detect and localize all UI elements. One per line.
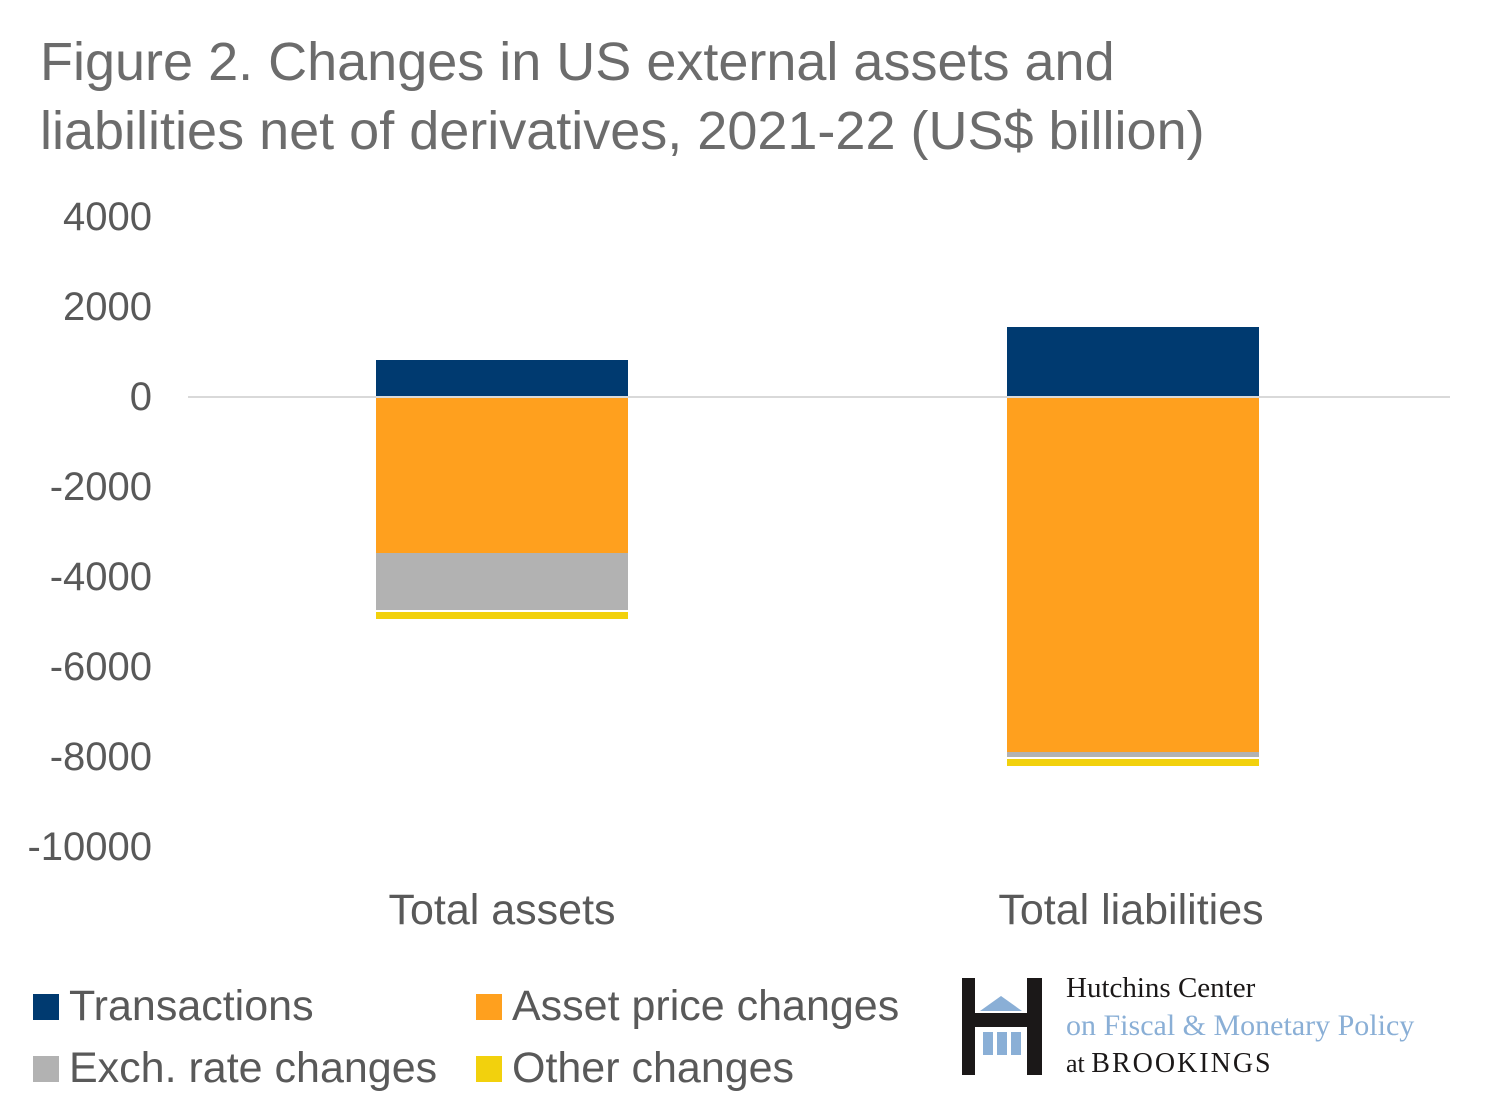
chart-title: Figure 2. Changes in US external assets … (40, 32, 1205, 162)
bar-segment-exch-rate-changes-total-liabilities (1007, 751, 1259, 757)
column-icon (1011, 1032, 1021, 1055)
legend-label: Asset price changes (512, 982, 900, 1030)
brand-at: at (1066, 1049, 1092, 1078)
brand-brookings: BROOKINGS (1091, 1048, 1273, 1079)
y-axis-tick-label: -10000 (27, 825, 152, 869)
y-axis-tick-label: -6000 (49, 645, 152, 689)
y-axis-tick-label: -4000 (49, 555, 152, 599)
legend-item-exch-rate-changes: Exch. rate changes (33, 1044, 437, 1093)
y-axis-tick-label: -8000 (49, 735, 152, 779)
pediment-icon (980, 996, 1022, 1011)
column-icon (983, 1032, 993, 1055)
other-changes-swatch-icon (476, 1055, 502, 1082)
bar-segment-asset-price-changes-total-liabilities (1007, 397, 1259, 752)
hutchins-center-brookings-logo: Hutchins Center on Fiscal & Monetary Pol… (962, 972, 1499, 1088)
legend-label: Exch. rate changes (69, 1044, 438, 1092)
legend-label: Transactions (69, 982, 314, 1030)
bar-segment-asset-price-changes-total-assets (376, 397, 628, 553)
h-crossbar (975, 1013, 1027, 1027)
asset-price-changes-swatch-icon (476, 993, 502, 1020)
column-icon (997, 1032, 1007, 1055)
legend-item-asset-price-changes: Asset price changes (476, 982, 899, 1031)
h-right-bar (1027, 978, 1042, 1075)
y-axis-tick-label: 2000 (63, 285, 152, 329)
legend-label: Other changes (512, 1044, 795, 1092)
zero-gridline (188, 396, 1450, 398)
bar-segment-transactions-total-liabilities (1007, 327, 1259, 397)
bar-segment-transactions-total-assets (376, 360, 628, 397)
y-axis-tick-label: 4000 (63, 195, 152, 239)
y-axis-tick-label: -2000 (49, 465, 152, 509)
bar-segment-exch-rate-changes-total-assets (376, 552, 628, 611)
brand-line-hutchins-center: Hutchins Center (1066, 972, 1256, 1004)
x-axis-label-total-liabilities: Total liabilities (998, 886, 1264, 934)
transactions-swatch-icon (33, 993, 59, 1020)
x-axis-label-total-assets: Total assets (388, 886, 616, 934)
legend-item-transactions: Transactions (33, 982, 314, 1031)
legend-item-other-changes: Other changes (476, 1044, 794, 1093)
brand-wordmark: Hutchins Center on Fiscal & Monetary Pol… (1066, 970, 1414, 1083)
brand-line-fiscal-monetary: on Fiscal & Monetary Policy (1066, 1009, 1415, 1042)
brand-line-at-brookings: at BROOKINGS (1066, 1045, 1414, 1083)
bar-segment-other-changes-total-assets (376, 610, 628, 620)
h-left-bar (962, 978, 975, 1075)
exch-rate-changes-swatch-icon (33, 1055, 59, 1082)
y-axis-tick-label: 0 (129, 375, 152, 419)
bar-segment-other-changes-total-liabilities (1007, 757, 1259, 766)
